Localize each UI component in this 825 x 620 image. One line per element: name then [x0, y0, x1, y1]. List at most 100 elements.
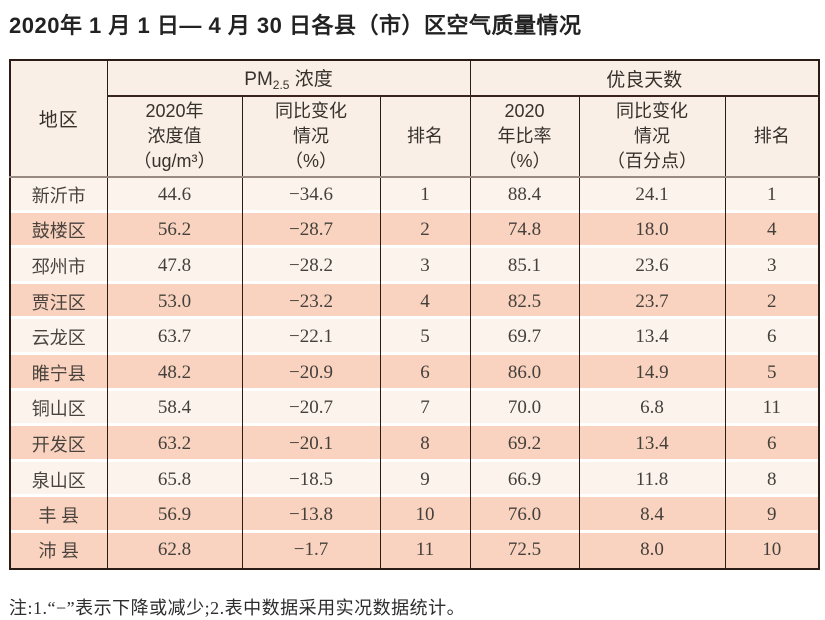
- pm-change-cell: −28.2: [241, 248, 381, 284]
- good-ratio-cell: 85.1: [469, 248, 580, 284]
- header-sub-row: 2020年 浓度值 （ug/m³） 同比变化 情况 （%） 排名 2020 年比…: [10, 96, 820, 178]
- good-rank-cell: 4: [724, 212, 820, 249]
- column-header-region: 地区: [9, 60, 108, 178]
- good-ratio-cell: 66.9: [469, 461, 580, 498]
- good-change-cell: 14.9: [578, 354, 726, 391]
- page-title: 2020年 1 月 1 日— 4 月 30 日各县（市）区空气质量情况: [9, 13, 582, 38]
- good-change-cell: 8.4: [578, 497, 726, 533]
- header-group-row: 地区 PM2.5 浓度 优良天数: [9, 60, 820, 178]
- column-header-pm-change: 同比变化 情况 （%）: [241, 96, 381, 178]
- region-cell: 睢宁县: [9, 354, 108, 391]
- good-ratio-cell: 82.5: [469, 283, 580, 320]
- good-rank-cell: 6: [724, 319, 820, 355]
- good-rank-cell: 6: [724, 426, 820, 462]
- pm25-label-suffix: 浓度: [289, 69, 333, 90]
- good-change-cell: 13.4: [578, 426, 726, 462]
- good-change-cell: 23.6: [578, 248, 726, 284]
- region-cell: 沛 县: [9, 532, 108, 569]
- good-change-cell: 18.0: [578, 212, 726, 249]
- region-cell: 新沂市: [9, 177, 108, 213]
- region-cell: 泉山区: [9, 461, 108, 498]
- pm-value-cell: 47.8: [106, 248, 243, 284]
- table-body: 新沂市 44.6 −34.6 1 88.4 24.1 1 鼓楼区 56.2 −2…: [9, 177, 820, 569]
- region-cell: 鼓楼区: [9, 212, 108, 249]
- pm-rank-cell: 1: [379, 177, 471, 213]
- column-group-pm25: PM2.5 浓度: [106, 60, 471, 97]
- table-row: 开发区 63.2 −20.1 8 69.2 13.4 6: [9, 426, 820, 462]
- pm25-label-subscript: 2.5: [272, 78, 290, 92]
- pm-change-cell: −23.2: [241, 283, 381, 320]
- good-ratio-cell: 76.0: [469, 497, 580, 533]
- pm-change-cell: −20.7: [241, 390, 381, 427]
- column-group-good-days: 优良天数: [469, 60, 820, 97]
- good-ratio-cell: 69.2: [469, 426, 580, 462]
- column-header-good-ratio: 2020 年比率 （%）: [469, 96, 580, 178]
- good-rank-cell: 11: [724, 390, 820, 427]
- good-ratio-cell: 74.8: [469, 212, 580, 249]
- pm-rank-cell: 6: [379, 354, 471, 391]
- footnote: 注:1.“−”表示下降或减少;2.表中数据采用实况数据统计。: [9, 597, 466, 618]
- column-header-pm-value: 2020年 浓度值 （ug/m³）: [106, 96, 243, 178]
- pm-change-cell: −22.1: [241, 319, 381, 355]
- column-header-pm-rank: 排名: [379, 96, 471, 178]
- pm-rank-cell: 4: [379, 283, 471, 320]
- pm-value-cell: 53.0: [106, 283, 243, 320]
- table-row: 邳州市 47.8 −28.2 3 85.1 23.6 3: [9, 248, 820, 284]
- table-row: 睢宁县 48.2 −20.9 6 86.0 14.9 5: [9, 354, 820, 391]
- pm-change-cell: −28.7: [241, 212, 381, 249]
- pm-rank-cell: 10: [379, 497, 471, 533]
- column-header-good-rank: 排名: [724, 96, 820, 178]
- pm-rank-cell: 5: [379, 319, 471, 355]
- region-cell: 丰 县: [9, 497, 108, 533]
- pm-change-cell: −20.1: [241, 426, 381, 462]
- table-header: 地区 PM2.5 浓度 优良天数 2020年 浓度值 （ug/m³） 同比变化 …: [9, 60, 820, 178]
- pm-value-cell: 56.9: [106, 497, 243, 533]
- region-cell: 贾汪区: [9, 283, 108, 320]
- pm-value-cell: 63.2: [106, 426, 243, 462]
- region-cell: 邳州市: [9, 248, 108, 284]
- good-ratio-cell: 88.4: [469, 177, 580, 213]
- table-row: 贾汪区 53.0 −23.2 4 82.5 23.7 2: [9, 283, 820, 320]
- table-row: 铜山区 58.4 −20.7 7 70.0 6.8 11: [9, 390, 820, 427]
- pm-value-cell: 48.2: [106, 354, 243, 391]
- table-row: 沛 县 62.8 −1.7 11 72.5 8.0 10: [9, 532, 820, 569]
- pm-rank-cell: 7: [379, 390, 471, 427]
- good-rank-cell: 5: [724, 354, 820, 391]
- pm-change-cell: −13.8: [241, 497, 381, 533]
- pm-change-cell: −18.5: [241, 461, 381, 498]
- good-change-cell: 6.8: [578, 390, 726, 427]
- pm-rank-cell: 3: [379, 248, 471, 284]
- table-row: 丰 县 56.9 −13.8 10 76.0 8.4 9: [9, 497, 820, 533]
- pm-value-cell: 58.4: [106, 390, 243, 427]
- good-change-cell: 11.8: [578, 461, 726, 498]
- pm-value-cell: 65.8: [106, 461, 243, 498]
- good-rank-cell: 3: [724, 248, 820, 284]
- pm-value-cell: 56.2: [106, 212, 243, 249]
- pm-change-cell: −1.7: [241, 532, 381, 569]
- good-rank-cell: 10: [724, 532, 820, 569]
- good-change-cell: 13.4: [578, 319, 726, 355]
- table-row: 新沂市 44.6 −34.6 1 88.4 24.1 1: [9, 177, 820, 213]
- region-cell: 云龙区: [9, 319, 108, 355]
- pm-rank-cell: 2: [379, 212, 471, 249]
- good-change-cell: 24.1: [578, 177, 726, 213]
- good-ratio-cell: 69.7: [469, 319, 580, 355]
- air-quality-table: 地区 PM2.5 浓度 优良天数 2020年 浓度值 （ug/m³） 同比变化 …: [9, 59, 821, 570]
- pm25-label-prefix: PM: [244, 69, 273, 90]
- pm-rank-cell: 11: [379, 532, 471, 569]
- good-ratio-cell: 72.5: [469, 532, 580, 569]
- pm-value-cell: 63.7: [106, 319, 243, 355]
- column-header-good-change: 同比变化 情况 （百分点）: [578, 96, 726, 178]
- table-row: 云龙区 63.7 −22.1 5 69.7 13.4 6: [9, 319, 820, 355]
- pm-change-cell: −20.9: [241, 354, 381, 391]
- good-change-cell: 23.7: [578, 283, 726, 320]
- good-rank-cell: 2: [724, 283, 820, 320]
- pm-value-cell: 44.6: [106, 177, 243, 213]
- good-rank-cell: 9: [724, 497, 820, 533]
- table-row: 泉山区 65.8 −18.5 9 66.9 11.8 8: [9, 461, 820, 498]
- good-change-cell: 8.0: [578, 532, 726, 569]
- pm-rank-cell: 8: [379, 426, 471, 462]
- pm-value-cell: 62.8: [106, 532, 243, 569]
- good-ratio-cell: 70.0: [469, 390, 580, 427]
